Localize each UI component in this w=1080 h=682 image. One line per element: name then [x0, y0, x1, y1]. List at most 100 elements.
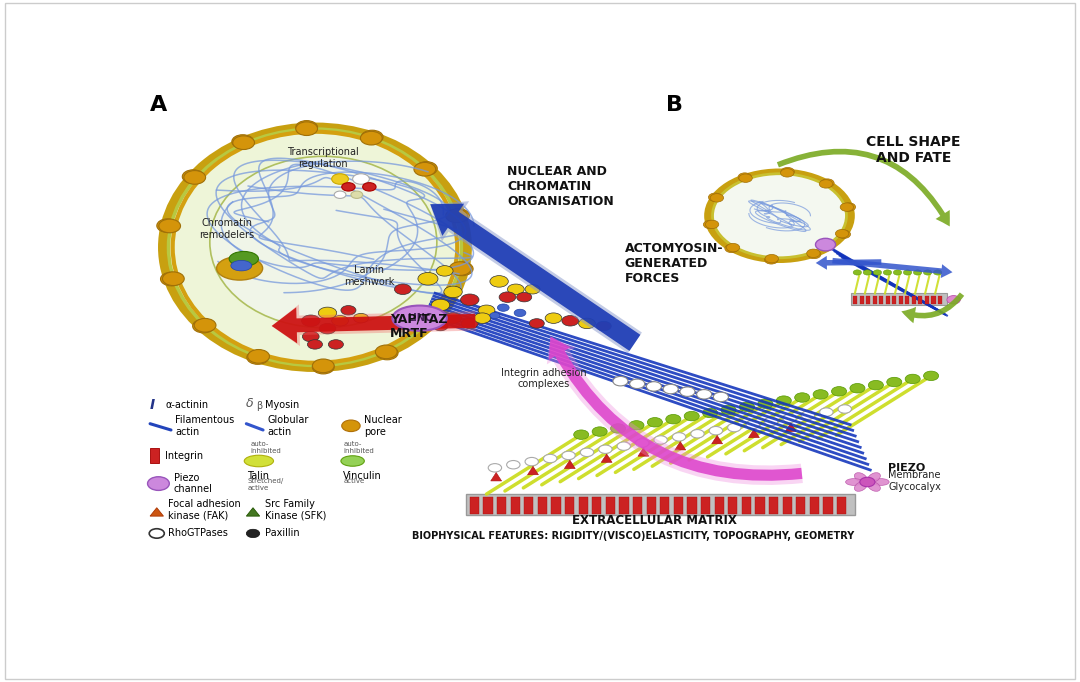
Text: EXTRACELLULAR MATRIX: EXTRACELLULAR MATRIX — [571, 514, 737, 527]
Circle shape — [233, 136, 255, 149]
Circle shape — [837, 230, 851, 239]
Circle shape — [613, 376, 627, 386]
Text: Piezo
channel: Piezo channel — [174, 473, 213, 494]
Text: Membrane
Glycocalyx: Membrane Glycocalyx — [889, 470, 941, 492]
Circle shape — [478, 305, 495, 316]
Circle shape — [332, 316, 349, 326]
Circle shape — [184, 170, 205, 184]
Bar — [866, 295, 870, 304]
Polygon shape — [602, 454, 612, 462]
Circle shape — [893, 270, 902, 275]
Bar — [497, 496, 507, 514]
Circle shape — [490, 312, 500, 318]
Ellipse shape — [867, 481, 880, 491]
Ellipse shape — [217, 256, 262, 280]
Circle shape — [490, 276, 509, 287]
Circle shape — [302, 331, 320, 342]
Circle shape — [460, 294, 480, 306]
Circle shape — [148, 477, 170, 490]
Circle shape — [635, 439, 649, 447]
Text: Integrin adhesion
complexes: Integrin adhesion complexes — [501, 368, 586, 389]
Polygon shape — [785, 423, 796, 432]
Bar — [524, 496, 534, 514]
Text: Paxillin: Paxillin — [265, 529, 299, 539]
Circle shape — [860, 477, 875, 487]
Text: Filamentous
actin: Filamentous actin — [175, 415, 234, 436]
Circle shape — [647, 382, 661, 391]
Circle shape — [721, 405, 737, 415]
Bar — [892, 295, 896, 304]
Text: β: β — [256, 402, 262, 411]
Bar — [470, 496, 480, 514]
Bar — [931, 295, 935, 304]
Circle shape — [813, 389, 828, 399]
Bar — [873, 295, 877, 304]
Circle shape — [446, 209, 468, 222]
Circle shape — [426, 311, 447, 325]
Circle shape — [394, 284, 411, 295]
Circle shape — [868, 381, 883, 390]
Circle shape — [414, 162, 435, 176]
Circle shape — [680, 387, 694, 396]
Bar — [728, 496, 738, 514]
Bar — [924, 295, 929, 304]
Circle shape — [610, 424, 625, 433]
Ellipse shape — [168, 129, 461, 366]
Circle shape — [673, 432, 686, 441]
Circle shape — [461, 318, 478, 329]
Circle shape — [362, 130, 383, 144]
Polygon shape — [748, 429, 759, 438]
Bar — [879, 295, 883, 304]
Circle shape — [449, 262, 471, 276]
Circle shape — [514, 309, 526, 316]
Bar — [701, 496, 711, 514]
FancyArrowPatch shape — [815, 256, 881, 270]
Text: NUCLEAR AND
CHROMATIN
ORGANISATION: NUCLEAR AND CHROMATIN ORGANISATION — [508, 165, 615, 209]
Circle shape — [781, 168, 795, 176]
Circle shape — [947, 295, 960, 304]
Bar — [810, 496, 819, 514]
Circle shape — [808, 250, 821, 258]
Circle shape — [820, 408, 833, 416]
Circle shape — [341, 420, 360, 432]
Circle shape — [815, 238, 836, 251]
Circle shape — [341, 306, 356, 315]
FancyArrowPatch shape — [777, 149, 949, 226]
Circle shape — [424, 310, 446, 324]
Bar — [937, 295, 942, 304]
Bar — [606, 496, 615, 514]
Text: ACTOMYOSIN-
GENERATED
FORCES: ACTOMYOSIN- GENERATED FORCES — [624, 241, 724, 284]
Bar — [565, 496, 575, 514]
Circle shape — [332, 174, 349, 184]
Circle shape — [836, 229, 849, 238]
Circle shape — [363, 183, 376, 191]
Ellipse shape — [229, 252, 258, 266]
Circle shape — [630, 379, 645, 389]
Circle shape — [887, 377, 902, 387]
Bar — [150, 448, 159, 462]
FancyArrowPatch shape — [546, 336, 802, 485]
Text: Talin: Talin — [247, 471, 269, 481]
FancyArrowPatch shape — [272, 304, 475, 346]
Circle shape — [433, 321, 448, 331]
Circle shape — [352, 174, 369, 184]
Ellipse shape — [854, 473, 867, 482]
Circle shape — [853, 270, 862, 275]
Circle shape — [353, 314, 368, 323]
Circle shape — [488, 464, 501, 472]
Polygon shape — [490, 473, 501, 481]
Circle shape — [781, 168, 794, 177]
Ellipse shape — [210, 156, 436, 327]
Bar — [647, 496, 656, 514]
Ellipse shape — [392, 306, 447, 331]
Text: CELL SHAPE
AND FATE: CELL SHAPE AND FATE — [866, 135, 961, 165]
Ellipse shape — [854, 481, 867, 491]
Circle shape — [746, 420, 759, 429]
Polygon shape — [565, 460, 576, 469]
Circle shape — [416, 162, 437, 175]
Text: α-actinin: α-actinin — [165, 400, 208, 410]
Bar — [899, 295, 903, 304]
Circle shape — [783, 414, 796, 422]
Circle shape — [301, 315, 320, 327]
Bar — [851, 293, 947, 305]
